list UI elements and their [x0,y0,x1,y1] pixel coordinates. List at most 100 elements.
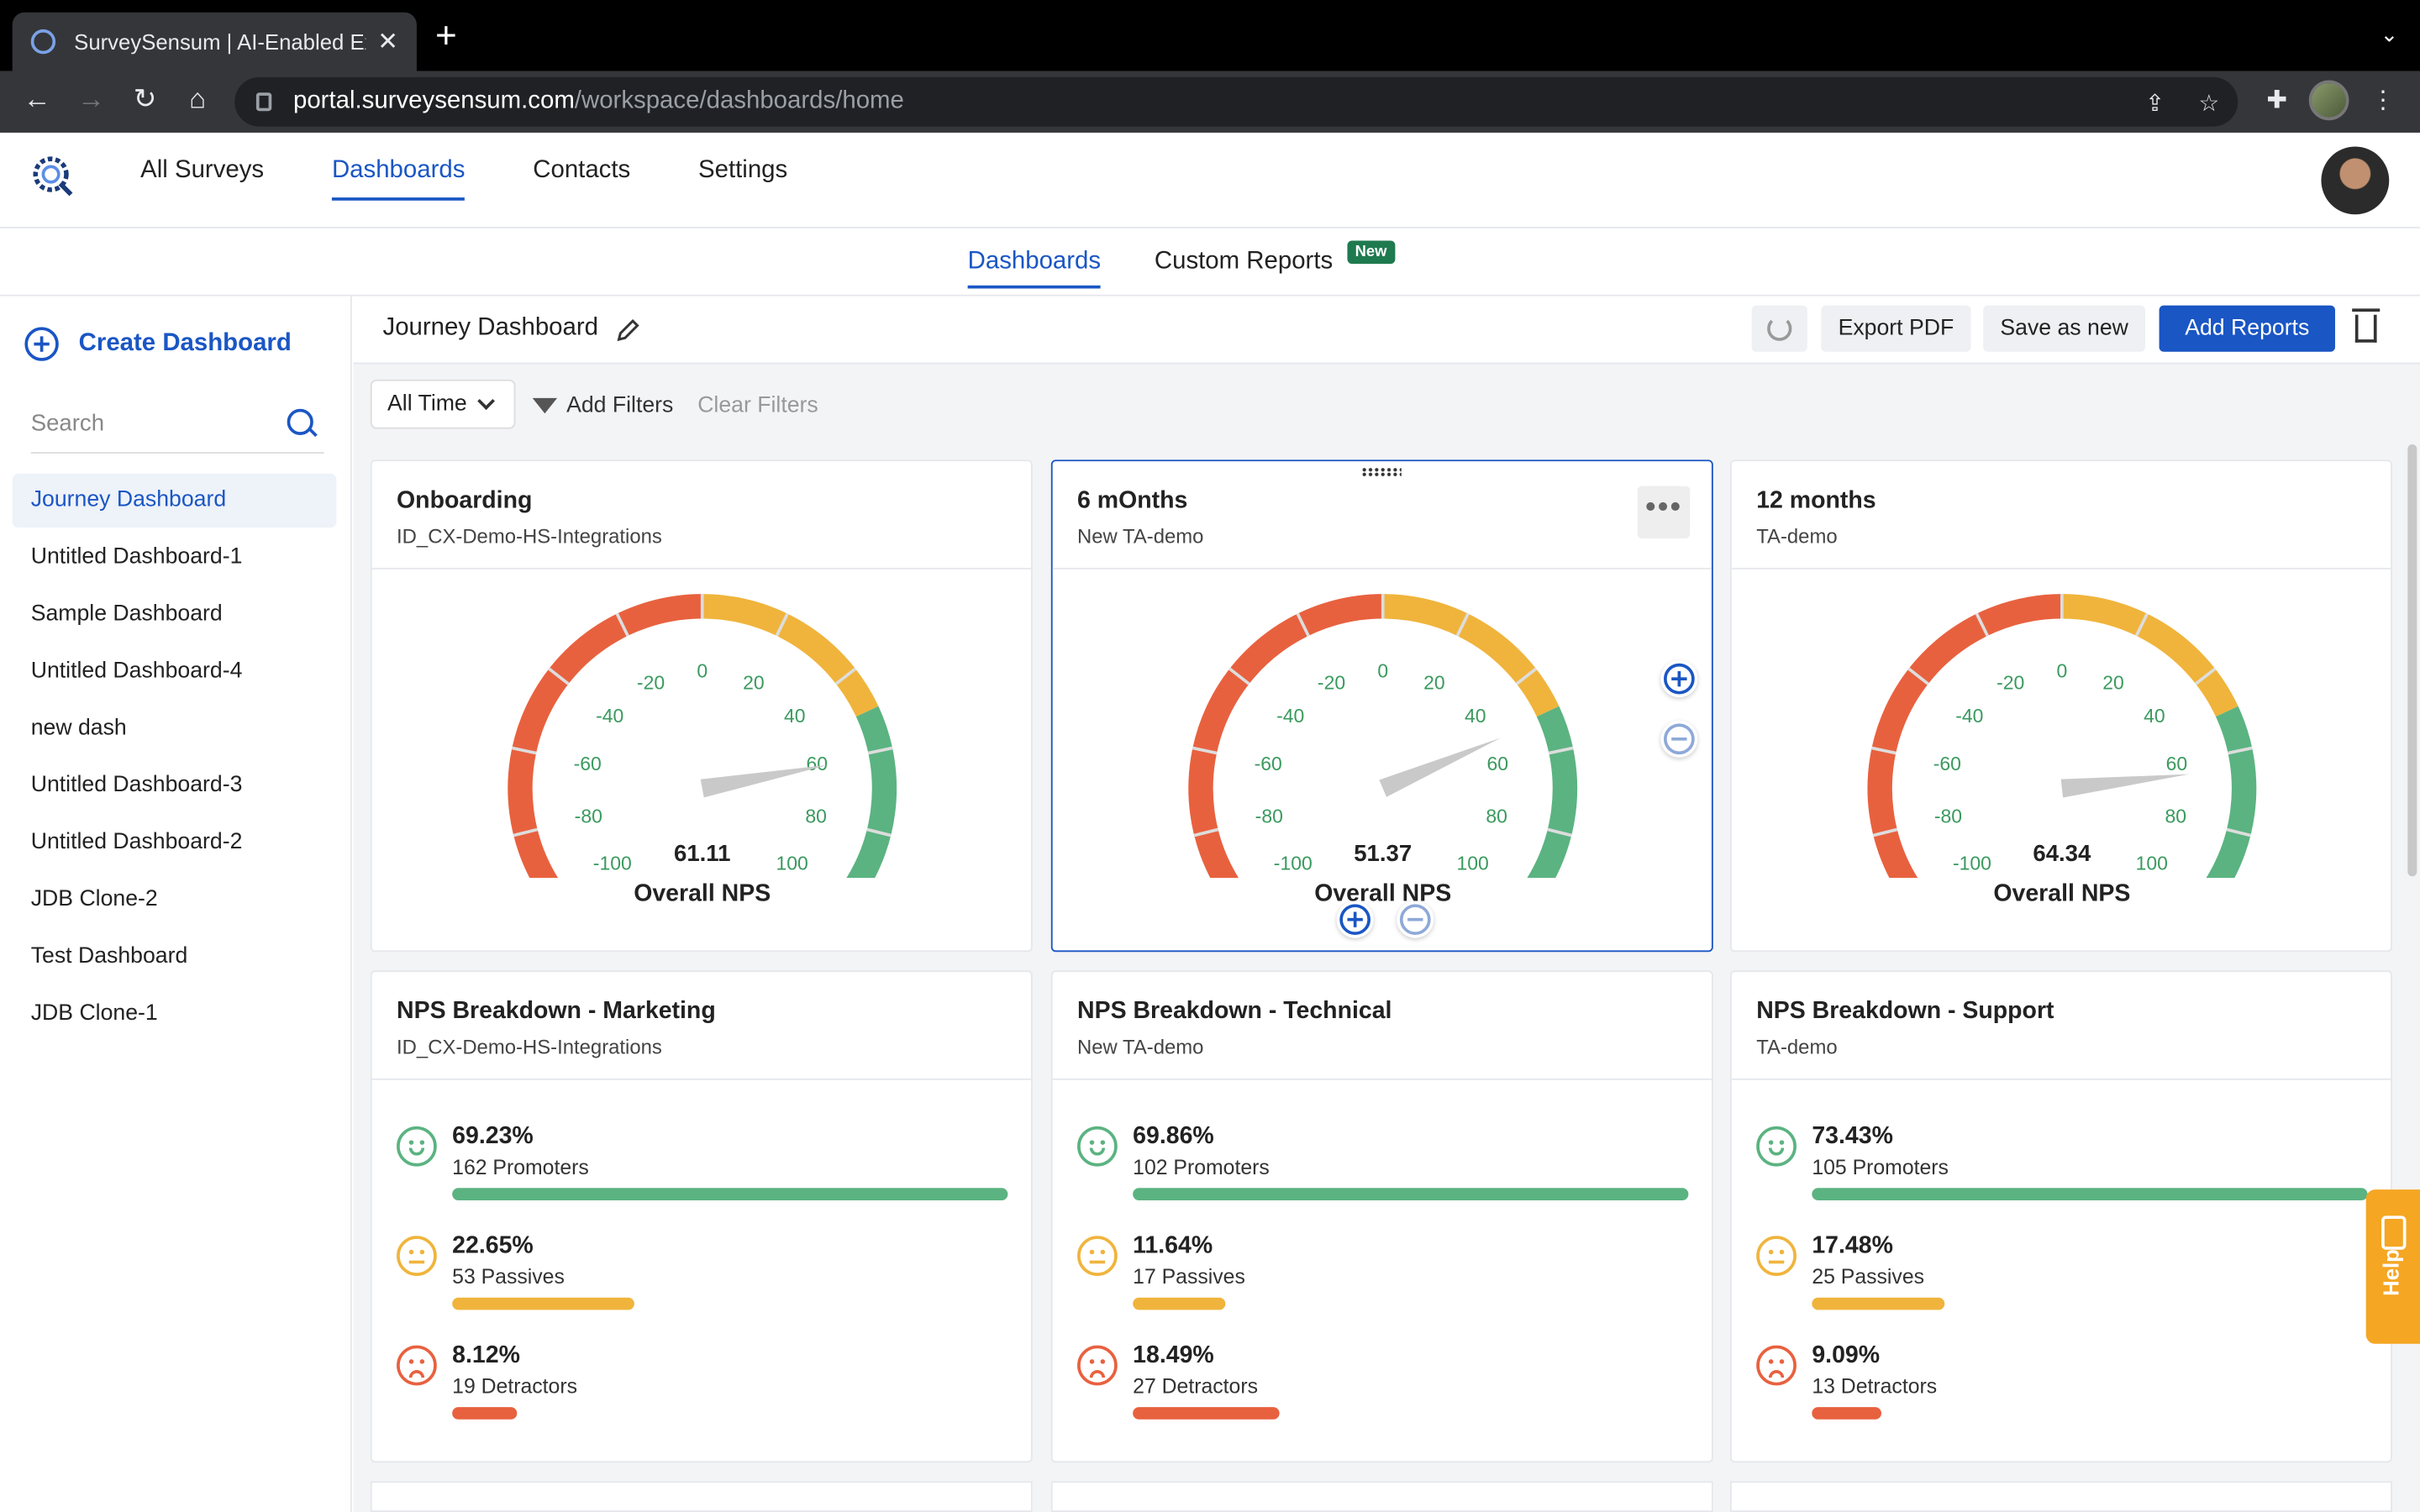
browser-menu-icon[interactable]: ⋮ [2370,87,2396,114]
forward-icon[interactable]: → [76,83,105,114]
gauge-tick-mark [1907,667,1929,685]
filter-bar: All Time Add Filters Clear Filters [354,364,2420,444]
breakdown-card[interactable]: NPS Breakdown - Technical New TA-demo 69… [1050,970,1713,1463]
browser-tab[interactable]: SurveySensum | AI-Enabled Ex ✕ [12,12,417,71]
nps-label: Overall NPS [1993,880,2131,907]
gauge-tick-label: 60 [1486,753,1508,774]
share-icon[interactable]: ⇪ [2144,91,2165,118]
sidebar-item-journey-dashboard[interactable]: Journey Dashboard [12,473,337,528]
sad-face-icon [1077,1345,1118,1386]
gauge-tick-mark [2194,667,2217,685]
resize-height-minus-icon[interactable] [1397,900,1434,938]
gauge-tick-mark [1548,746,1574,755]
gauge-band-1 [702,594,879,717]
more-options-button[interactable]: ••• [1637,486,1691,539]
sidebar-item-untitled-dashboard-2[interactable]: Untitled Dashboard-2 [30,830,243,855]
tab-dashboards[interactable]: Dashboards [967,249,1102,289]
breakdown-count: 13 Detractors [1812,1374,1938,1399]
help-button[interactable] [2365,1189,2420,1344]
gauge-tick-label: 40 [2144,705,2165,727]
main-nav: All Surveys Dashboards Contacts Settings [140,157,855,201]
browser-tabbar: SurveySensum | AI-Enabled Ex ✕ + ⌄ [0,0,2420,71]
card-title: 6 mOnths [1077,487,1188,514]
breakdown-bar [1812,1297,1945,1310]
dashboard-title: Journey Dashboard [382,314,598,341]
gauge-card[interactable]: Onboarding ID_CX-Demo-HS-Integrations -1… [370,459,1033,953]
add-filters-button[interactable]: Add Filters [532,393,673,418]
gauge-tick-mark [2134,612,2149,637]
surveysensum-logo[interactable] [28,151,77,201]
gauge-tick-label: 100 [2136,853,2168,874]
address-bar[interactable]: portal.surveysensum.com/workspace/dashbo… [234,76,2238,127]
gauge-tick-label: 100 [776,853,808,874]
card-peek [1050,1481,1713,1512]
close-tab-icon[interactable]: ✕ [377,29,398,56]
smile-face-icon [397,1126,437,1167]
gauge-tick-label: -100 [593,853,632,874]
extensions-puzzle-icon[interactable]: ✚ [2266,87,2288,114]
sidebar-item-jdb-clone-2[interactable]: JDB Clone-2 [30,887,158,912]
reload-icon[interactable]: ↻ [133,83,157,114]
gauge-tick-mark [2226,827,2251,837]
gauge-tick-mark [1193,827,1219,837]
gauge-tick-mark [867,746,893,755]
tab-search-chevron-icon[interactable]: ⌄ [2380,21,2399,47]
sidebar-item-untitled-dashboard-4[interactable]: Untitled Dashboard-4 [30,659,243,684]
resize-height-plus-icon[interactable] [1336,900,1374,938]
breakdown-card[interactable]: NPS Breakdown - Marketing ID_CX-Demo-HS-… [370,970,1033,1463]
help-label: Help [2378,1249,2403,1296]
sidebar-item-jdb-clone-1[interactable]: JDB Clone-1 [30,1001,158,1026]
gauge-tick-label: 0 [2056,659,2067,681]
nav-all-surveys[interactable]: All Surveys [140,157,265,184]
user-avatar[interactable] [2321,146,2390,215]
breakdown-count: 105 Promoters [1812,1155,1949,1179]
gauge-needle [2060,774,2190,798]
home-icon[interactable]: ⌂ [189,83,207,114]
gauge-tick-mark [513,827,539,837]
gauge-tick-label: 0 [697,659,708,681]
back-icon[interactable]: ← [23,83,51,114]
nav-contacts[interactable]: Contacts [533,157,631,184]
gauge-card-selected[interactable]: 6 mOnths New TA-demo ••• -100 -80 -60 -40 -2… [1050,459,1713,953]
nps-gauge: -100 -80 -60 -40 -20 0 20 40 60 80 100 [508,594,897,879]
add-reports-button[interactable]: Add Reports [2159,305,2335,352]
search-icon[interactable] [287,407,318,439]
nav-dashboards[interactable]: Dashboards [331,157,466,201]
drag-handle-icon[interactable] [1360,467,1402,477]
tab-custom-reports[interactable]: Custom Reports [1154,248,1334,275]
nps-label: Overall NPS [634,880,771,907]
gauge-tick-label: 60 [2166,753,2188,774]
card-subtitle: New TA-demo [1077,524,1204,549]
gauge-tick-label: -20 [637,671,665,693]
breakdown-bar [1812,1407,1881,1420]
gauge-tick-label: -100 [1953,853,1991,874]
bookmark-star-icon[interactable]: ☆ [2198,91,2220,118]
create-dashboard-button[interactable]: Create Dashboard [24,327,292,361]
scrollbar[interactable] [2407,444,2417,877]
time-range-select[interactable]: All Time [370,379,516,429]
sidebar-item-untitled-dashboard-1[interactable]: Untitled Dashboard-1 [30,544,243,570]
edit-pencil-icon[interactable] [616,318,640,342]
profile-avatar[interactable] [2308,80,2349,121]
breakdown-bar [452,1297,634,1310]
gauge-card[interactable]: 12 months TA-demo -100 -80 -60 -40 -20 0 20 40 6… [1729,459,2392,953]
breakdown-card[interactable]: NPS Breakdown - Support TA-demo 73.43% 10… [1729,970,2392,1463]
nav-settings[interactable]: Settings [698,157,788,184]
breakdown-percent: 11.64% [1133,1232,1213,1259]
sidebar-item-sample-dashboard[interactable]: Sample Dashboard [30,601,223,627]
resize-width-minus-icon[interactable] [1660,720,1698,758]
sidebar-item-new-dash[interactable]: new dash [30,716,127,741]
export-pdf-button[interactable]: Export PDF [1821,305,1971,352]
clear-filters-button[interactable]: Clear Filters [697,393,818,418]
save-as-new-button[interactable]: Save as new [1983,305,2146,352]
search-input[interactable] [30,410,278,437]
sidebar-item-test-dashboard[interactable]: Test Dashboard [30,944,188,969]
sidebar-item-untitled-dashboard-3[interactable]: Untitled Dashboard-3 [30,773,243,798]
gauge-tick-mark [1872,827,1898,837]
gauge-tick-mark [548,667,570,685]
new-tab-icon[interactable]: + [434,15,457,57]
refresh-button[interactable] [1751,305,1807,352]
breakdown-count: 19 Detractors [452,1374,578,1399]
trash-icon[interactable] [2352,308,2381,343]
resize-width-plus-icon[interactable] [1660,660,1698,698]
